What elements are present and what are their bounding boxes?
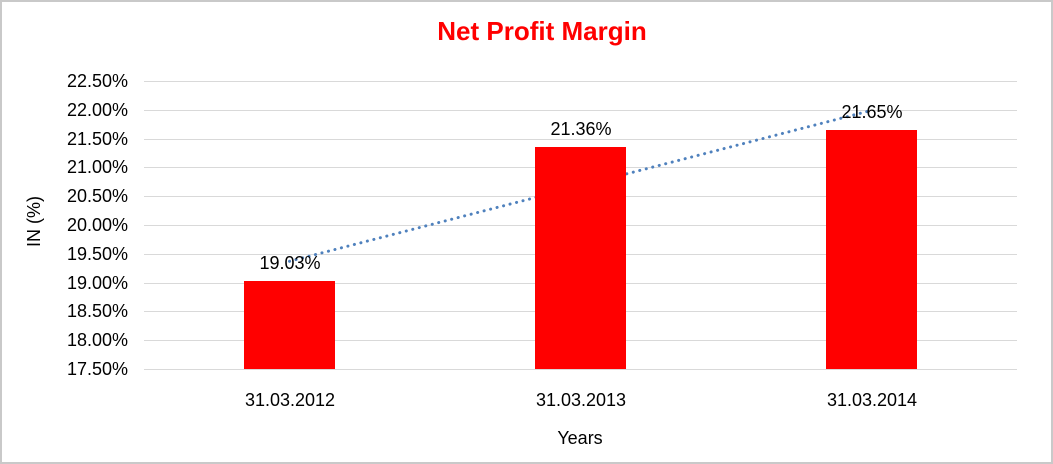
x-tick-label: 31.03.2012: [244, 390, 336, 410]
y-tick-label: 18.50%: [66, 301, 128, 321]
x-tick-label: 31.03.2013: [535, 390, 627, 410]
x-tick-label: 31.03.2014: [826, 390, 918, 410]
bar-data-label: 21.65%: [841, 102, 903, 122]
gridline: [144, 369, 1017, 370]
y-tick-label: 22.50%: [66, 71, 128, 91]
bar-data-label: 19.03%: [259, 253, 321, 273]
bar-data-label: 21.36%: [550, 119, 612, 139]
y-tick-label: 17.50%: [66, 359, 128, 379]
gridline: [144, 81, 1017, 82]
y-tick-label: 21.50%: [66, 129, 128, 149]
y-tick-label: 20.00%: [66, 215, 128, 235]
bar: [826, 130, 917, 369]
bar: [535, 147, 626, 369]
y-tick-label: 18.00%: [66, 330, 128, 350]
y-tick-label: 21.00%: [66, 157, 128, 177]
chart-title: Net Profit Margin: [437, 16, 647, 46]
y-tick-label: 19.50%: [66, 244, 128, 264]
x-axis-title: Years: [557, 428, 603, 448]
y-tick-label: 22.00%: [66, 100, 128, 120]
bar: [244, 281, 335, 369]
y-tick-label: 20.50%: [66, 186, 128, 206]
y-tick-label: 19.00%: [66, 273, 128, 293]
